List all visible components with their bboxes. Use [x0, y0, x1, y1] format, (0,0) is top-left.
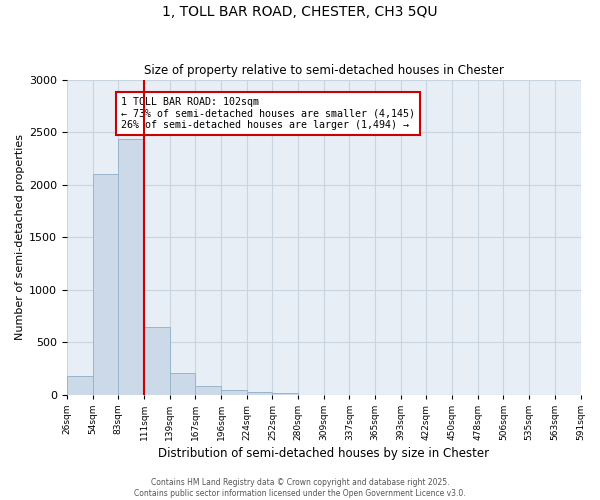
- Bar: [144, 328, 170, 394]
- X-axis label: Distribution of semi-detached houses by size in Chester: Distribution of semi-detached houses by …: [158, 447, 490, 460]
- Y-axis label: Number of semi-detached properties: Number of semi-detached properties: [15, 134, 25, 340]
- Bar: [221, 390, 247, 394]
- Bar: [67, 376, 92, 394]
- Bar: [92, 174, 118, 394]
- Bar: [118, 140, 144, 394]
- Bar: [170, 372, 196, 394]
- Bar: [272, 393, 298, 394]
- Text: 1, TOLL BAR ROAD, CHESTER, CH3 5QU: 1, TOLL BAR ROAD, CHESTER, CH3 5QU: [162, 5, 438, 19]
- Text: 1 TOLL BAR ROAD: 102sqm
← 73% of semi-detached houses are smaller (4,145)
26% of: 1 TOLL BAR ROAD: 102sqm ← 73% of semi-de…: [121, 97, 415, 130]
- Bar: [247, 392, 272, 394]
- Text: Contains HM Land Registry data © Crown copyright and database right 2025.
Contai: Contains HM Land Registry data © Crown c…: [134, 478, 466, 498]
- Title: Size of property relative to semi-detached houses in Chester: Size of property relative to semi-detach…: [144, 64, 503, 77]
- Bar: [196, 386, 221, 394]
